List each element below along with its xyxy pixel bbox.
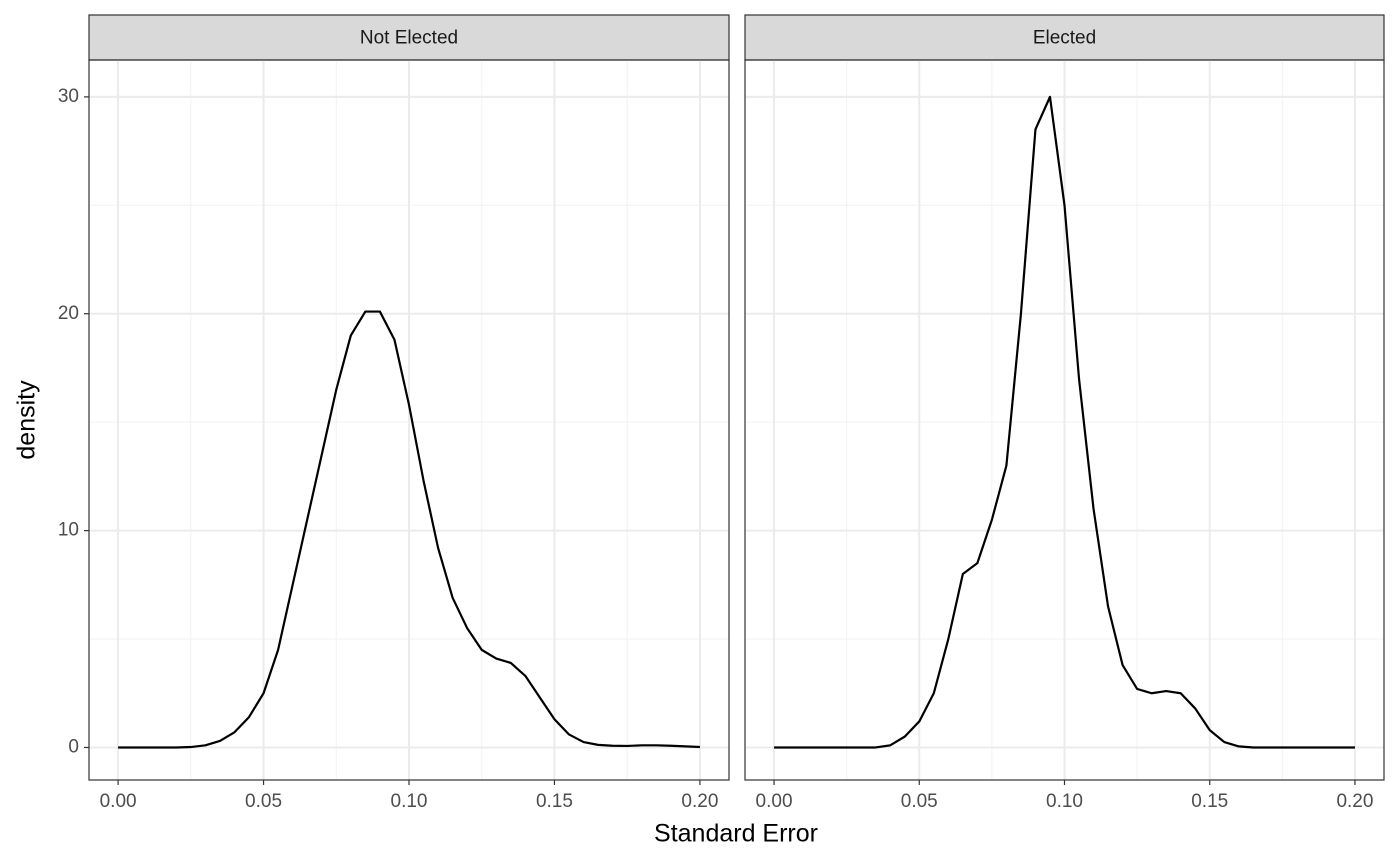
strip <box>88 14 730 61</box>
x-tick-label: 0.10 <box>391 791 428 812</box>
x-axis-label: Standard Error <box>654 820 818 848</box>
strip <box>744 14 1385 61</box>
facet-title: Elected <box>1033 28 1096 49</box>
x-tick-label: 0.00 <box>756 791 793 812</box>
y-tick-label: 0 <box>68 736 79 757</box>
x-tick-label: 0.20 <box>681 791 718 812</box>
x-tick-label: 0.15 <box>1191 791 1228 812</box>
panel-border <box>744 59 1385 781</box>
y-tick-label: 20 <box>58 303 79 324</box>
x-tick-label: 0.10 <box>1046 791 1083 812</box>
facet-title: Not Elected <box>360 28 458 49</box>
y-tick-label: 30 <box>58 86 79 107</box>
y-axis-label: density <box>13 380 41 460</box>
panel-border <box>88 59 730 781</box>
density-line <box>774 95 1355 749</box>
x-tick-label: 0.00 <box>100 791 137 812</box>
x-tick-label: 0.20 <box>1336 791 1373 812</box>
y-tick-label: 10 <box>58 520 79 541</box>
x-tick-label: 0.05 <box>901 791 938 812</box>
x-tick-label: 0.05 <box>245 791 282 812</box>
density-line <box>118 310 700 749</box>
x-tick-label: 0.15 <box>536 791 573 812</box>
